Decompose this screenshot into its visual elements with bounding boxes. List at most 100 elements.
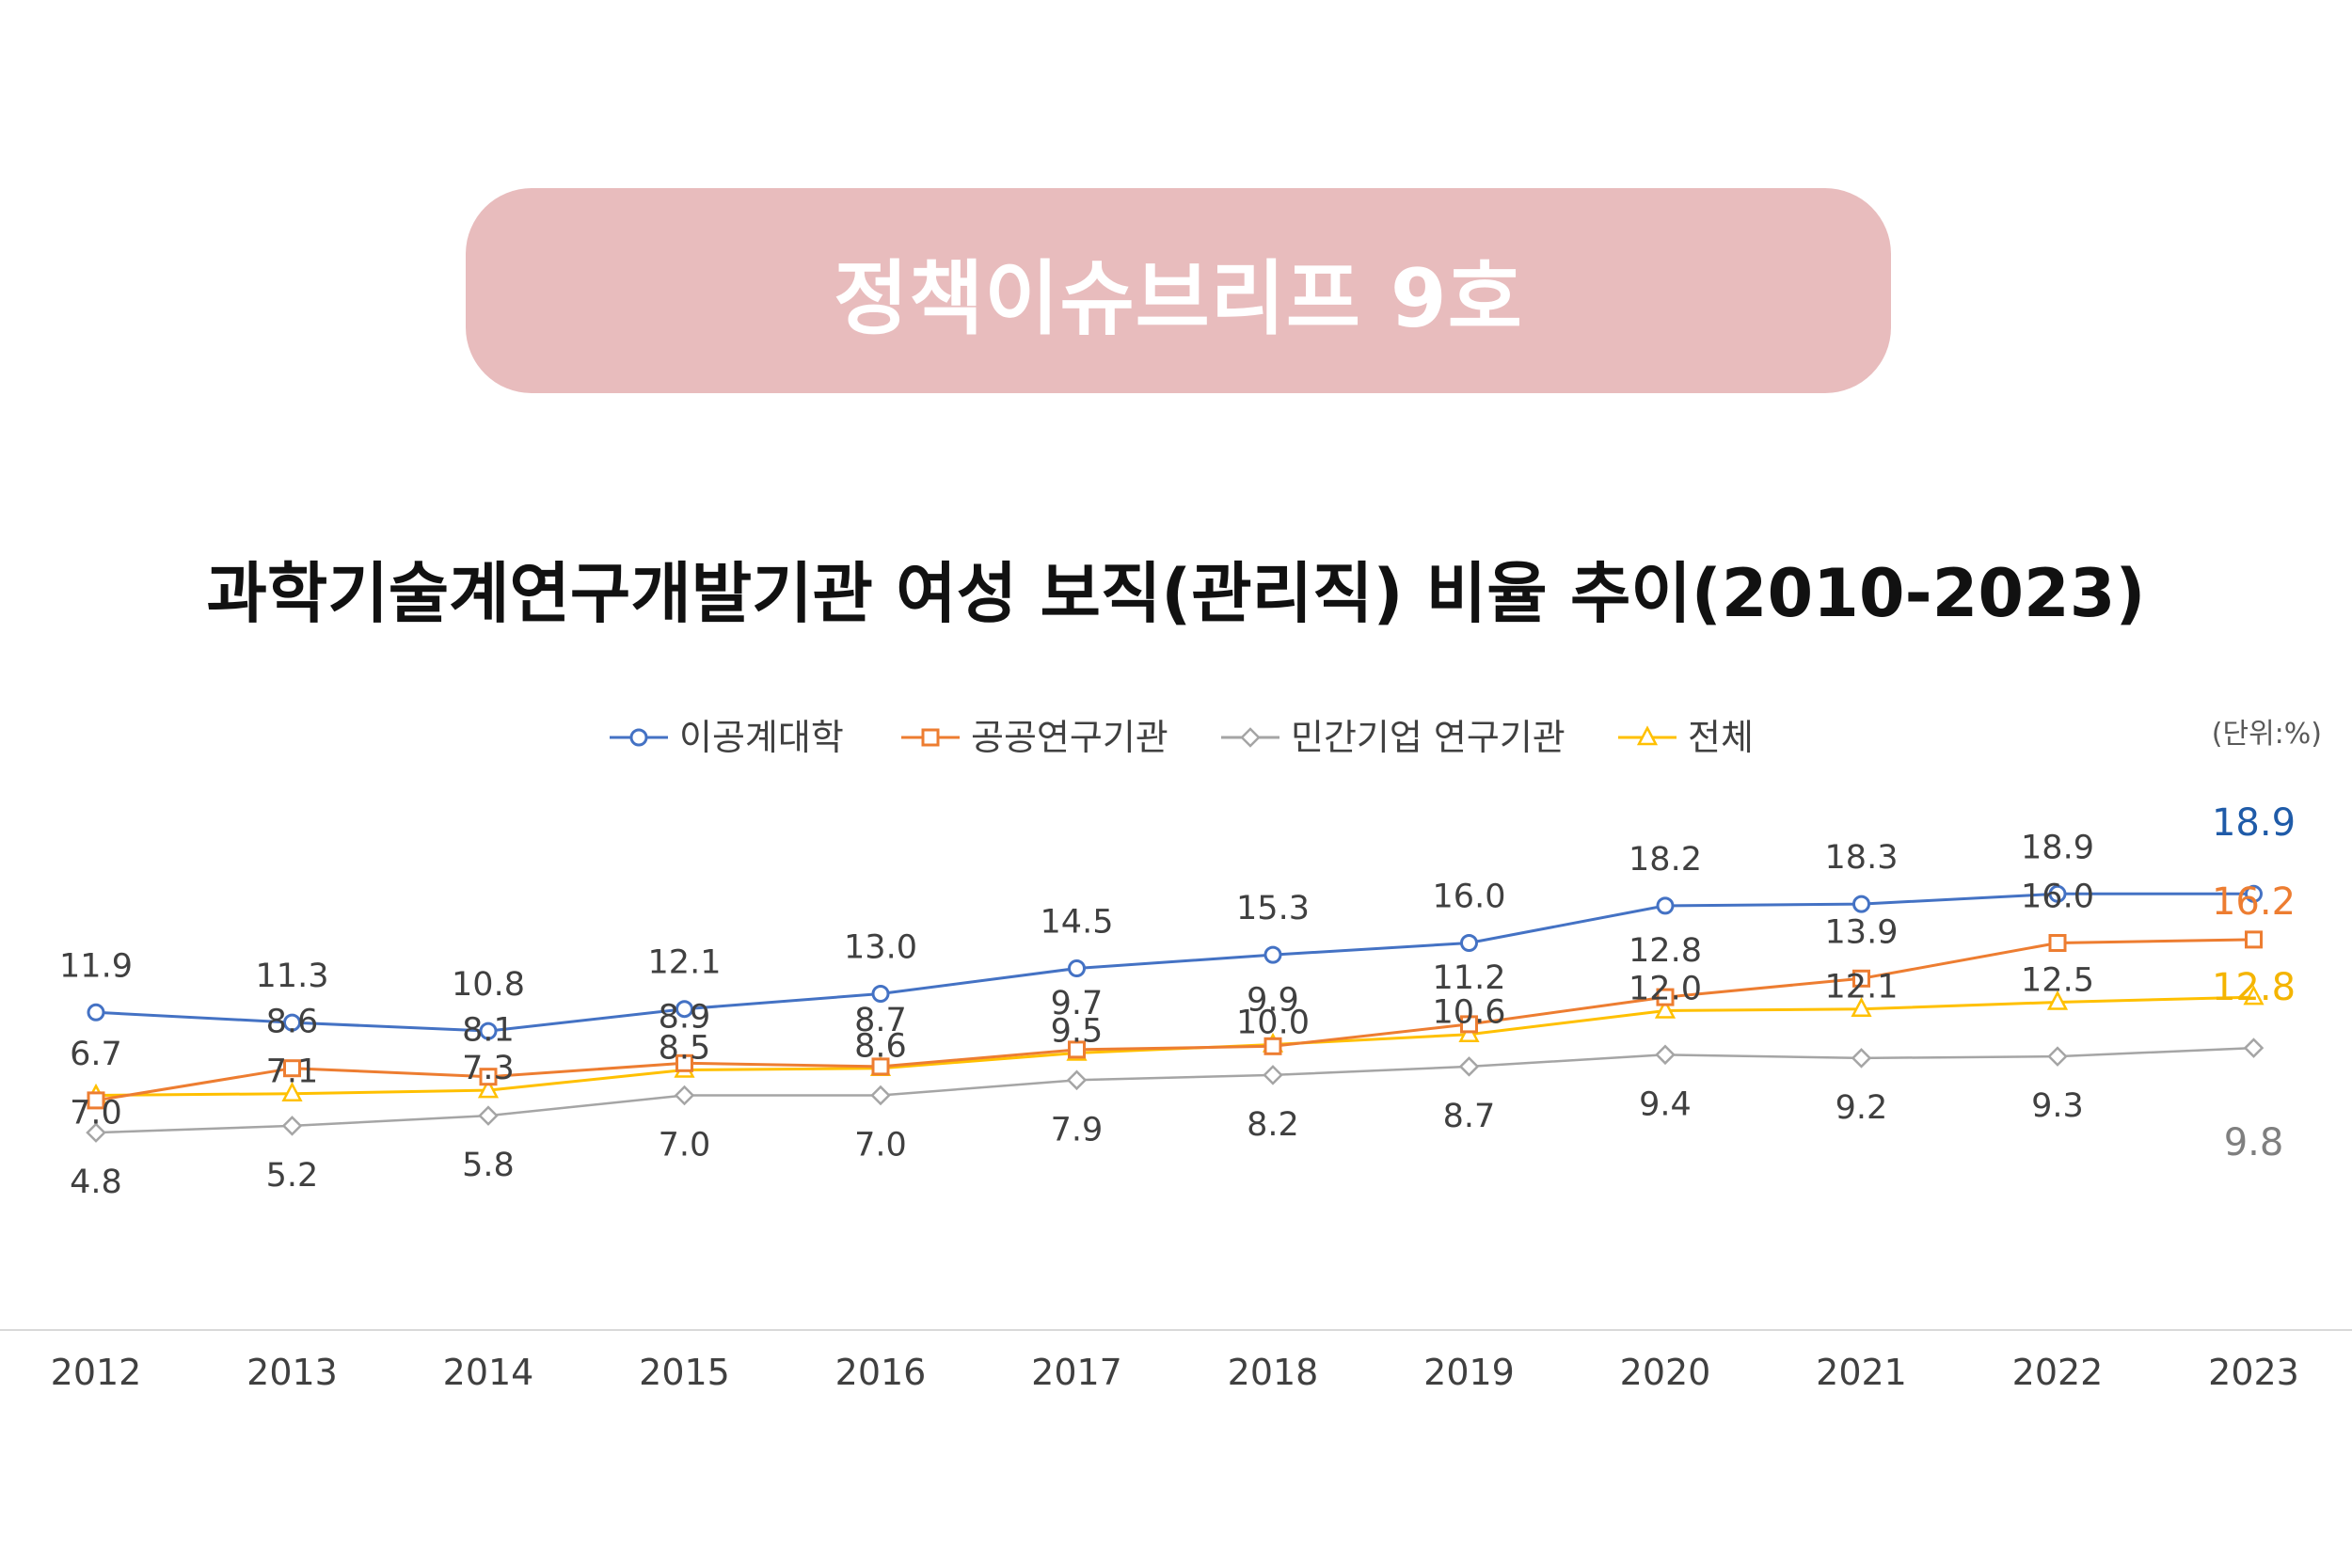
series-line-public [95, 938, 2254, 1102]
point-private-2015 [674, 1085, 695, 1106]
x-tick-label-2018: 2018 [1228, 1352, 1319, 1393]
point-public-2016 [871, 1057, 890, 1076]
x-tick-label-2020: 2020 [1620, 1352, 1711, 1393]
point-private-2013 [281, 1116, 303, 1136]
point-total-2021 [1851, 997, 1872, 1017]
point-public-2023 [2245, 930, 2263, 949]
x-tick-label-2017: 2017 [1031, 1352, 1122, 1393]
legend-marker-private [1240, 727, 1261, 748]
data-label-university-2017: 14.5 [1041, 904, 1114, 942]
point-public-2012 [87, 1091, 105, 1110]
unit-note: (단위:%) [2212, 718, 2322, 751]
data-label-private-2019: 8.7 [1443, 1098, 1496, 1135]
data-label-private-2013: 5.2 [266, 1157, 319, 1195]
data-label-private-2023: 9.8 [2224, 1121, 2284, 1164]
point-public-2013 [283, 1059, 301, 1078]
data-label-university-2012: 11.9 [59, 947, 133, 985]
data-label-public-2012: 6.7 [70, 1036, 122, 1073]
data-label-total-2017: 9.5 [1051, 1013, 1104, 1051]
legend-label-private: 민간기업 연구기관 [1291, 717, 1565, 758]
point-private-2020 [1655, 1044, 1676, 1066]
data-label-public-2013: 8.6 [266, 1004, 319, 1041]
data-label-university-2018: 15.3 [1236, 890, 1310, 927]
x-tick-label-2014: 2014 [443, 1352, 534, 1393]
x-tick-label-2013: 2013 [246, 1352, 338, 1393]
point-university-2022 [2048, 884, 2067, 903]
data-label-public-2021: 13.9 [1825, 913, 1899, 951]
point-total-2022 [2046, 990, 2069, 1010]
legend-marker-university [629, 728, 648, 747]
data-label-public-2023: 16.2 [2212, 880, 2296, 924]
data-label-university-2021: 18.3 [1825, 839, 1899, 877]
point-university-2023 [2245, 884, 2263, 903]
point-university-2014 [479, 1022, 498, 1040]
point-university-2019 [1460, 934, 1478, 952]
series-line-university [95, 892, 2254, 1033]
legend-label-public: 공공연구기관 [971, 717, 1168, 758]
x-tick-label-2021: 2021 [1816, 1352, 1907, 1393]
data-label-private-2014: 5.8 [462, 1147, 515, 1184]
data-label-total-2015: 8.5 [659, 1030, 711, 1068]
point-private-2019 [1458, 1056, 1480, 1077]
point-public-2019 [1460, 1015, 1478, 1034]
data-label-public-2020: 12.8 [1629, 932, 1702, 970]
point-private-2022 [2047, 1046, 2068, 1067]
data-label-total-2018: 10.0 [1236, 1005, 1310, 1042]
data-label-private-2022: 9.3 [2031, 1087, 2084, 1125]
data-label-public-2014: 8.1 [462, 1012, 515, 1050]
point-total-2014 [477, 1078, 500, 1099]
point-total-2020 [1654, 998, 1677, 1019]
data-label-university-2022: 18.9 [2021, 829, 2094, 866]
data-label-public-2015: 8.9 [659, 998, 711, 1036]
point-public-2020 [1656, 988, 1675, 1006]
series-line-private [95, 1046, 2254, 1134]
data-label-total-2022: 12.5 [2021, 962, 2094, 1000]
point-university-2012 [87, 1003, 105, 1022]
data-label-university-2019: 16.0 [1433, 879, 1506, 916]
data-label-total-2012: 7.0 [70, 1095, 122, 1132]
point-university-2015 [675, 1000, 693, 1019]
data-label-private-2015: 7.0 [659, 1127, 711, 1164]
data-label-public-2019: 11.2 [1433, 959, 1506, 997]
x-tick-label-2016: 2016 [835, 1352, 927, 1393]
data-label-university-2023: 18.9 [2212, 801, 2296, 845]
data-label-university-2020: 18.2 [1629, 841, 1702, 879]
data-label-total-2013: 7.1 [266, 1053, 319, 1091]
data-label-total-2021: 12.1 [1825, 969, 1899, 1006]
data-label-private-2021: 9.2 [1836, 1089, 1888, 1127]
x-tick-label-2019: 2019 [1423, 1352, 1515, 1393]
legend-marker-public [921, 728, 940, 747]
x-tick-label-2012: 2012 [51, 1352, 142, 1393]
point-public-2021 [1852, 969, 1870, 988]
data-label-public-2017: 9.7 [1051, 985, 1104, 1022]
data-label-total-2016: 8.6 [854, 1028, 907, 1066]
point-public-2014 [479, 1068, 498, 1086]
data-label-university-2016: 13.0 [844, 929, 917, 967]
point-private-2023 [2243, 1037, 2265, 1058]
data-label-total-2019: 10.6 [1433, 994, 1506, 1032]
data-label-private-2016: 7.0 [854, 1127, 907, 1164]
data-label-total-2020: 12.0 [1629, 971, 1702, 1008]
point-total-2023 [2243, 985, 2265, 1006]
data-label-private-2017: 7.9 [1051, 1111, 1104, 1148]
data-label-university-2014: 10.8 [452, 966, 525, 1004]
data-label-total-2023: 12.8 [2212, 966, 2296, 1009]
issue-brief-banner: 정책이슈브리프 9호 [466, 188, 1891, 393]
data-label-university-2013: 11.3 [256, 958, 329, 995]
point-university-2016 [871, 985, 890, 1003]
x-tick-label-2015: 2015 [639, 1352, 730, 1393]
data-label-private-2018: 8.2 [1247, 1106, 1299, 1144]
data-label-private-2012: 4.8 [70, 1164, 122, 1201]
data-label-university-2015: 12.1 [648, 944, 722, 982]
point-private-2018 [1263, 1065, 1283, 1085]
point-public-2015 [675, 1053, 693, 1072]
data-label-total-2014: 7.3 [462, 1050, 515, 1087]
point-university-2017 [1068, 959, 1086, 977]
data-label-private-2020: 9.4 [1639, 1085, 1692, 1123]
series-line-total [95, 995, 2254, 1097]
x-tick-label-2023: 2023 [2208, 1352, 2299, 1393]
banner-label: 정책이슈브리프 9호 [834, 251, 1523, 346]
legend-label-university: 이공계대학 [679, 717, 844, 758]
legend-marker-total [1636, 725, 1659, 746]
point-public-2018 [1263, 1037, 1282, 1055]
